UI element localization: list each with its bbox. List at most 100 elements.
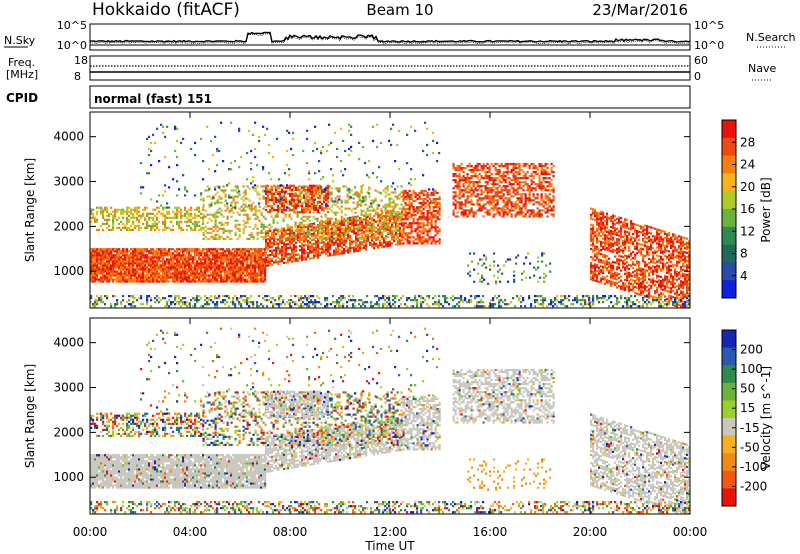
power-cell <box>418 197 421 201</box>
power-cell <box>174 264 177 267</box>
power-cell <box>353 248 356 251</box>
power-cell <box>146 258 149 261</box>
power-cell <box>236 258 239 261</box>
power-cell <box>476 164 479 168</box>
power-cell <box>96 272 99 275</box>
power-cell <box>196 264 199 267</box>
power-cell <box>196 252 199 255</box>
power-cell <box>262 185 265 188</box>
power-cell <box>600 261 603 264</box>
power-cell <box>200 258 203 261</box>
power-cell <box>321 192 324 195</box>
power-cell <box>162 248 165 251</box>
power-cell <box>422 230 425 233</box>
power-cell <box>299 234 302 238</box>
power-cell <box>594 255 597 258</box>
power-cell <box>534 183 537 186</box>
power-cell <box>260 268 263 271</box>
power-cell <box>184 276 187 279</box>
power-cell <box>307 225 310 228</box>
power-cell <box>184 278 187 281</box>
power-cell <box>360 187 363 190</box>
power-cell <box>384 203 387 206</box>
power-cell <box>234 248 237 251</box>
power-cell <box>279 242 282 245</box>
power-cell <box>303 238 306 241</box>
power-cell <box>330 199 333 202</box>
power-cell <box>400 195 403 198</box>
power-cell <box>250 252 253 255</box>
power-cell <box>104 268 107 271</box>
power-cell <box>98 250 101 253</box>
power-cell <box>289 228 292 231</box>
power-cell <box>196 266 199 269</box>
power-cell <box>210 213 213 216</box>
power-cell <box>279 236 282 239</box>
power-cell <box>388 213 391 216</box>
power-cell <box>474 166 477 170</box>
power-cell <box>301 204 304 208</box>
power-cell <box>315 206 318 210</box>
power-cell <box>369 243 372 246</box>
power-cell <box>116 260 119 263</box>
power-cell <box>271 198 274 202</box>
power-cell <box>341 238 344 241</box>
power-cell <box>180 262 183 265</box>
power-cell <box>400 229 403 232</box>
power-cell <box>210 274 213 277</box>
power-cell <box>136 280 139 283</box>
power-cell <box>162 276 165 279</box>
power-cell <box>260 262 263 265</box>
power-cell <box>410 222 413 225</box>
power-cell <box>260 221 263 224</box>
power-cell <box>394 191 397 194</box>
power-cell <box>380 207 383 210</box>
power-cell <box>186 262 189 265</box>
power-cell <box>420 232 423 235</box>
power-cell <box>106 272 109 275</box>
power-cell <box>341 252 344 255</box>
power-cell <box>390 209 393 212</box>
power-cell <box>216 268 219 271</box>
power-cell <box>156 274 159 277</box>
power-cell <box>506 173 509 176</box>
power-cell <box>170 268 173 271</box>
power-cell <box>414 191 417 195</box>
power-cell <box>122 274 125 277</box>
power-cell <box>285 200 288 204</box>
power-cell <box>148 276 151 279</box>
power-cell <box>138 224 141 228</box>
power-cell <box>265 202 268 206</box>
power-cell <box>373 241 376 244</box>
power-cell <box>464 166 467 170</box>
power-cell <box>482 197 485 200</box>
power-cell <box>202 280 205 283</box>
power-cell <box>100 250 103 253</box>
power-cell <box>410 201 413 205</box>
power-cell <box>396 237 399 241</box>
power-cell <box>486 181 489 184</box>
power-cell <box>102 264 105 267</box>
power-cell <box>265 264 268 267</box>
power-cell <box>335 253 338 256</box>
power-cell <box>306 185 309 188</box>
power-cell <box>602 215 605 218</box>
power-cell <box>319 188 322 191</box>
power-cell <box>468 183 471 186</box>
power-cell <box>90 216 93 219</box>
power-cell <box>317 210 320 214</box>
power-cell <box>526 162 529 166</box>
power-cell <box>168 266 171 269</box>
power-cell <box>118 278 121 281</box>
power-cell <box>216 270 219 273</box>
power-cell <box>204 272 207 275</box>
power-cell <box>96 210 99 213</box>
power-cell <box>174 266 177 269</box>
power-cell <box>388 193 391 196</box>
power-cell <box>100 272 103 275</box>
power-cell <box>389 244 392 247</box>
power-cell <box>514 175 517 178</box>
power-cell <box>528 201 531 204</box>
power-cell <box>422 236 425 239</box>
power-cell <box>228 229 231 232</box>
